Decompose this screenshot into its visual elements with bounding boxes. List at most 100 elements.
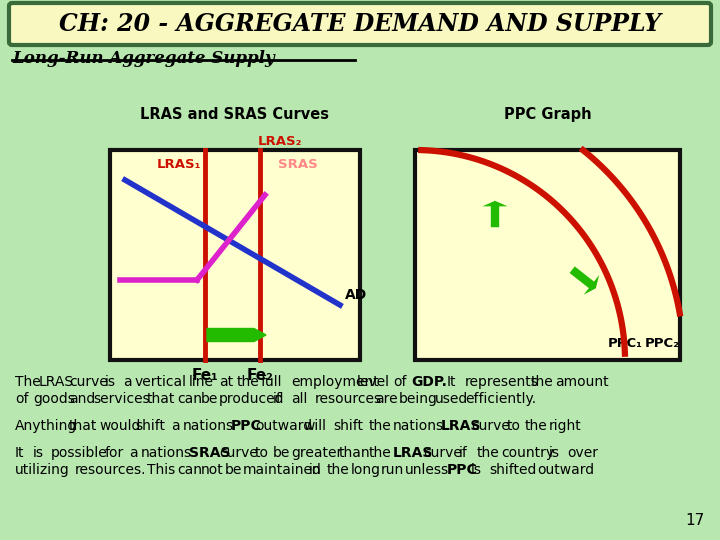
Text: resources: resources — [315, 392, 382, 406]
Text: PPC: PPC — [447, 463, 478, 477]
Text: the: the — [477, 447, 500, 461]
Text: right: right — [549, 419, 582, 433]
Text: the: the — [327, 463, 350, 477]
Text: the: the — [525, 419, 548, 433]
Text: level: level — [357, 375, 390, 389]
FancyArrow shape — [207, 328, 266, 341]
Text: nations: nations — [393, 419, 444, 433]
Text: LRAS: LRAS — [39, 375, 74, 389]
Text: than: than — [339, 447, 371, 461]
Text: curve: curve — [69, 375, 108, 389]
Text: This: This — [147, 463, 175, 477]
Text: GDP.: GDP. — [411, 375, 447, 389]
Text: being: being — [399, 392, 438, 406]
Text: unless: unless — [405, 463, 449, 477]
Text: be: be — [201, 392, 218, 406]
Text: goods: goods — [33, 392, 75, 406]
Text: LRAS: LRAS — [393, 447, 433, 461]
Text: used: used — [435, 392, 468, 406]
Text: is: is — [105, 375, 116, 389]
Text: possible: possible — [51, 447, 108, 461]
Text: over: over — [567, 447, 598, 461]
Text: to: to — [255, 447, 269, 461]
Text: a: a — [129, 447, 138, 461]
Text: greater: greater — [291, 447, 342, 461]
Text: AD: AD — [345, 288, 367, 302]
Text: full: full — [261, 375, 282, 389]
Text: shift: shift — [135, 419, 165, 433]
Text: long: long — [351, 463, 381, 477]
Text: employment: employment — [291, 375, 379, 389]
Text: if: if — [459, 447, 468, 461]
Text: efficiently.: efficiently. — [465, 392, 536, 406]
Text: 17: 17 — [685, 513, 705, 528]
Text: will: will — [303, 419, 326, 433]
Text: outward: outward — [255, 419, 312, 433]
Text: is: is — [549, 447, 560, 461]
Text: LRAS₁: LRAS₁ — [156, 158, 201, 171]
Text: nations: nations — [183, 419, 234, 433]
Text: PPC₁: PPC₁ — [608, 337, 642, 350]
Text: of: of — [393, 375, 407, 389]
Text: the: the — [237, 375, 260, 389]
Text: It: It — [15, 447, 24, 461]
Text: country: country — [501, 447, 554, 461]
Text: It: It — [447, 375, 456, 389]
Text: SRAS: SRAS — [189, 447, 230, 461]
Text: Fe₂: Fe₂ — [247, 368, 274, 383]
Text: run: run — [381, 463, 404, 477]
Text: curve: curve — [219, 447, 258, 461]
Text: Long-Run Aggregate Supply: Long-Run Aggregate Supply — [12, 50, 274, 67]
Text: CH: 20 - AGGREGATE DEMAND AND SUPPLY: CH: 20 - AGGREGATE DEMAND AND SUPPLY — [59, 12, 661, 36]
Text: shift: shift — [333, 419, 363, 433]
Text: the: the — [369, 447, 392, 461]
Text: outward: outward — [537, 463, 594, 477]
Text: to: to — [507, 419, 521, 433]
Text: would: would — [99, 419, 140, 433]
Text: a: a — [123, 375, 132, 389]
Text: a: a — [171, 419, 179, 433]
Text: PPC Graph: PPC Graph — [504, 107, 591, 122]
Bar — [110, 150, 360, 360]
Text: not: not — [201, 463, 224, 477]
FancyBboxPatch shape — [9, 3, 711, 45]
Text: if: if — [273, 392, 282, 406]
Text: produced: produced — [219, 392, 284, 406]
Text: PPC₂: PPC₂ — [644, 337, 680, 350]
Text: is: is — [471, 463, 482, 477]
Text: The: The — [15, 375, 41, 389]
Text: LRAS: LRAS — [441, 419, 482, 433]
Text: curve: curve — [423, 447, 462, 461]
Text: can: can — [177, 463, 202, 477]
Text: can: can — [177, 392, 202, 406]
Text: at: at — [219, 375, 233, 389]
Text: line: line — [189, 375, 214, 389]
Text: be: be — [273, 447, 290, 461]
Text: be: be — [225, 463, 243, 477]
Text: the: the — [531, 375, 554, 389]
Text: the: the — [369, 419, 392, 433]
Text: Fe₁: Fe₁ — [192, 368, 218, 383]
Text: vertical: vertical — [135, 375, 187, 389]
Text: curve: curve — [471, 419, 510, 433]
Text: and: and — [69, 392, 95, 406]
Text: for: for — [105, 447, 125, 461]
Text: SRAS: SRAS — [278, 158, 318, 171]
Text: amount: amount — [555, 375, 608, 389]
Text: is: is — [33, 447, 44, 461]
Text: shifted: shifted — [489, 463, 536, 477]
Text: are: are — [375, 392, 397, 406]
Text: services: services — [93, 392, 150, 406]
Text: that: that — [69, 419, 97, 433]
Text: nations: nations — [141, 447, 192, 461]
Text: in: in — [309, 463, 322, 477]
Text: LRAS₂: LRAS₂ — [258, 135, 302, 148]
Text: PPC: PPC — [231, 419, 262, 433]
Text: that: that — [147, 392, 176, 406]
Text: all: all — [291, 392, 307, 406]
Text: utilizing: utilizing — [15, 463, 70, 477]
Text: represents: represents — [465, 375, 539, 389]
Text: maintained: maintained — [243, 463, 322, 477]
Text: resources.: resources. — [75, 463, 146, 477]
Text: LRAS and SRAS Curves: LRAS and SRAS Curves — [140, 107, 330, 122]
